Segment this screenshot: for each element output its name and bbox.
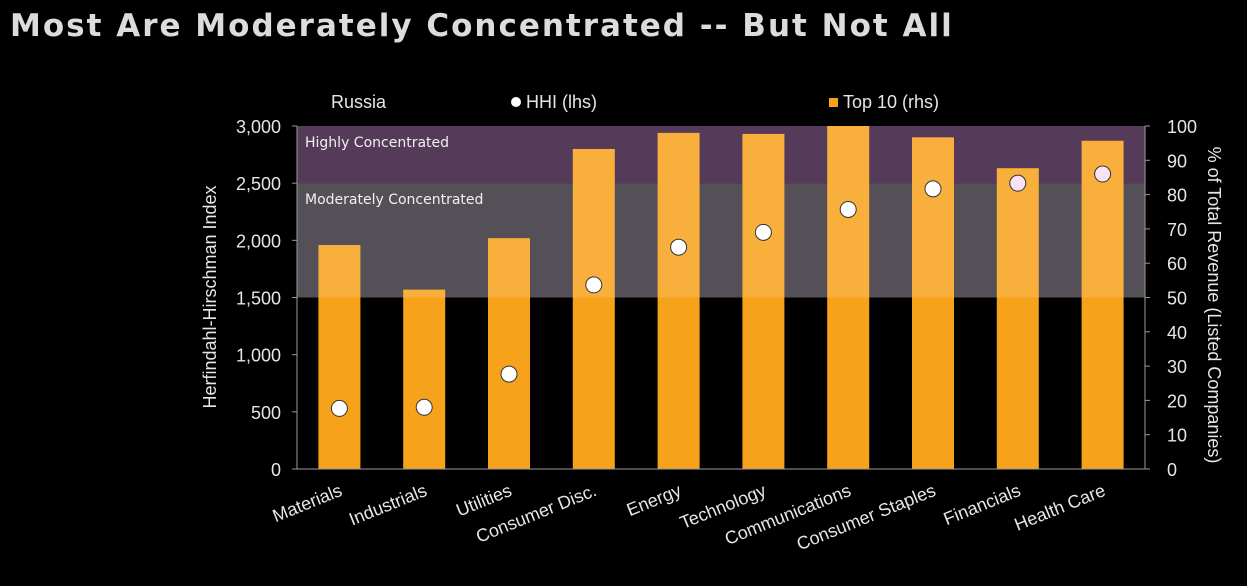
legend-hhi-marker xyxy=(511,97,521,107)
bar-1 xyxy=(403,289,446,469)
hhi-point-5 xyxy=(754,223,772,241)
y2-axis-label: % of Total Revenue (Listed Companies) xyxy=(1204,147,1224,464)
bar-3 xyxy=(572,148,615,469)
left-tick-label-3: 1,500 xyxy=(236,289,281,309)
right-tick-label-1: 10 xyxy=(1167,426,1187,446)
left-tick-label-1: 500 xyxy=(251,403,281,423)
right-tick-label-3: 30 xyxy=(1167,357,1187,377)
x-tick-label-4: Energy xyxy=(624,480,684,520)
hhi-point-1 xyxy=(415,398,433,416)
bar-9 xyxy=(1081,140,1124,469)
zone-overlay-1 xyxy=(297,183,1145,298)
right-tick-label-8: 80 xyxy=(1167,186,1187,206)
hhi-point-9 xyxy=(1094,165,1112,183)
legend-top10-label: Top 10 (rhs) xyxy=(843,92,939,112)
zone-overlay-0 xyxy=(297,126,1145,184)
bar-8 xyxy=(996,168,1039,469)
bar-5 xyxy=(742,133,785,469)
zone-label-0: Highly Concentrated xyxy=(305,135,449,151)
chart-title: Most Are Moderately Concentrated -- But … xyxy=(10,8,954,44)
hhi-point-8 xyxy=(1009,174,1027,192)
hhi-point-6 xyxy=(839,200,857,218)
zone-labels: Highly Concentrated Moderately Concentrat… xyxy=(297,126,1145,298)
right-tick-label-4: 40 xyxy=(1167,323,1187,343)
right-tick-label-7: 70 xyxy=(1167,220,1187,240)
hhi-markers xyxy=(330,165,1112,417)
bar-4 xyxy=(657,132,700,470)
hhi-point-2 xyxy=(500,365,518,383)
legend-region: Russia xyxy=(331,92,387,112)
right-tick-label-0: 0 xyxy=(1167,460,1177,480)
zone-label-1: Moderately Concentrated xyxy=(305,192,483,208)
x-tick-label-9: Health Care xyxy=(1012,480,1109,535)
legend-hhi-label: HHI (lhs) xyxy=(526,92,597,112)
hhi-point-3 xyxy=(585,276,603,294)
hhi-point-0 xyxy=(330,399,348,417)
legend: Russia HHI (lhs) Top 10 (rhs) xyxy=(331,92,939,112)
right-tick-label-2: 20 xyxy=(1167,391,1187,411)
left-tick-label-2: 1,000 xyxy=(236,346,281,366)
legend-top10-swatch xyxy=(829,98,838,107)
left-tick-label-0: 0 xyxy=(271,460,281,480)
bar-6 xyxy=(827,126,870,469)
y-axis-label: Herfindahl-Hirschman Index xyxy=(200,185,220,408)
right-tick-label-6: 60 xyxy=(1167,254,1187,274)
hhi-point-7 xyxy=(924,180,942,198)
right-tick-label-5: 50 xyxy=(1167,289,1187,309)
right-tick-label-10: 100 xyxy=(1167,117,1197,137)
x-tick-label-8: Financials xyxy=(941,480,1024,529)
left-tick-label-5: 2,500 xyxy=(236,174,281,194)
left-tick-label-6: 3,000 xyxy=(236,117,281,137)
right-tick-label-9: 90 xyxy=(1167,151,1187,171)
x-tick-label-0: Materials xyxy=(270,480,345,526)
bars-top10 xyxy=(318,126,1124,470)
bar-0 xyxy=(318,245,361,469)
hhi-point-4 xyxy=(670,238,688,256)
bar-2 xyxy=(488,238,530,469)
left-tick-label-4: 2,000 xyxy=(236,231,281,251)
x-tick-label-1: Industrials xyxy=(346,480,430,529)
x-tick-label-7: Consumer Staples xyxy=(794,480,939,554)
